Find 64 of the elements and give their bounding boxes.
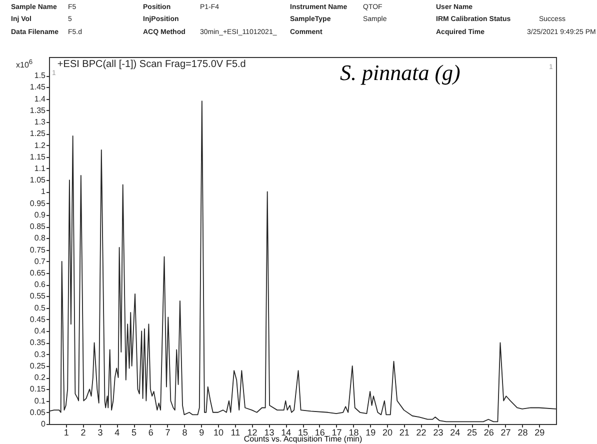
y-tick-label: 0.35 bbox=[30, 338, 46, 348]
x-tick-label: 10 bbox=[213, 428, 224, 438]
x-tick-label: 13 bbox=[264, 428, 274, 438]
y-tick-label: 0.4 bbox=[34, 326, 46, 336]
y-tick-label: 1 bbox=[41, 187, 46, 196]
chart-title: +ESI BPC(all [-1]) Scan Frag=175.0V F5.d bbox=[57, 59, 246, 70]
x-tick-label: 26 bbox=[484, 428, 494, 438]
x-tick-label: 1 bbox=[64, 428, 69, 438]
x-axis-title: Counts vs. Acquisition Time (min) bbox=[244, 434, 362, 444]
x-tick-label: 11 bbox=[230, 428, 240, 438]
y-tick-label: 0.85 bbox=[30, 222, 46, 232]
y-tick-label: 0.15 bbox=[30, 384, 46, 394]
x-tick-label: 17 bbox=[332, 428, 342, 438]
y-tick-label: 0.75 bbox=[30, 245, 46, 254]
y-tick-label: 0.05 bbox=[30, 408, 46, 417]
y-tick-label: 1.1 bbox=[34, 164, 46, 173]
y-tick-label: 0.9 bbox=[34, 210, 46, 220]
y-tick-label: 0.55 bbox=[30, 292, 46, 301]
y-tick-label: 1.45 bbox=[30, 82, 46, 92]
x-tick-label: 27 bbox=[500, 428, 511, 438]
x-tick-label: 21 bbox=[399, 428, 410, 438]
x-tick-label: 4 bbox=[114, 428, 120, 438]
y-tick-label: 0 bbox=[41, 420, 46, 428]
x-tick-label: 24 bbox=[450, 428, 460, 438]
y-tick-label: 0.45 bbox=[30, 314, 46, 324]
y-tick-label: 1.05 bbox=[30, 176, 46, 185]
y-tick-label: 0.6 bbox=[34, 280, 46, 290]
x-tick-label: 5 bbox=[131, 428, 137, 438]
y-tick-label: 1.4 bbox=[34, 94, 46, 104]
x-tick-label: 25 bbox=[466, 428, 478, 438]
x-tick-label: 2 bbox=[80, 428, 86, 438]
y-tick-label: 1.3 bbox=[34, 118, 46, 127]
y-tick-label: 0.25 bbox=[30, 361, 46, 370]
x-tick-label: 19 bbox=[366, 428, 376, 438]
y-tick-label: 1.2 bbox=[34, 140, 46, 150]
x-tick-label: 20 bbox=[382, 428, 393, 438]
y-tick-label: 1.35 bbox=[30, 106, 46, 115]
y-tick-label: 0.1 bbox=[34, 396, 46, 406]
x-tick-label: 29 bbox=[534, 428, 545, 438]
x-tick-label: 18 bbox=[348, 428, 359, 438]
y-tick-label: 0.65 bbox=[30, 268, 46, 278]
x-tick-label: 14 bbox=[281, 428, 292, 438]
x-tick-label: 9 bbox=[199, 428, 204, 438]
y-axis-title: x10$^{6}$ bbox=[16, 59, 33, 70]
x-tick-label: 6 bbox=[148, 428, 154, 438]
y-tick-label: 0.5 bbox=[34, 303, 46, 312]
annotation: S. pinnata (g) bbox=[340, 60, 460, 86]
y-tick-label: 0.3 bbox=[34, 350, 46, 359]
y-tick-label: 0.7 bbox=[34, 256, 46, 266]
y-tick-label: 1.5 bbox=[34, 71, 46, 80]
x-tick-label: 3 bbox=[98, 428, 103, 438]
y-tick-label: 1.15 bbox=[30, 152, 46, 162]
x-tick-label: 28 bbox=[518, 428, 528, 438]
line-series bbox=[48, 100, 556, 422]
y-tick-label: 0.95 bbox=[30, 198, 46, 208]
x-tick-label: 23 bbox=[433, 428, 444, 438]
x-tick-label: 22 bbox=[416, 428, 426, 438]
y-tick-label: 1.25 bbox=[30, 129, 46, 138]
x-tick-label: 7 bbox=[165, 428, 170, 438]
y-tick-label: 0.2 bbox=[34, 373, 46, 382]
x-tick-label: 8 bbox=[182, 428, 188, 438]
y-tick-label: 0.8 bbox=[34, 234, 46, 243]
x-tick-label: 16 bbox=[314, 428, 325, 438]
x-tick-label: 12 bbox=[247, 428, 258, 438]
